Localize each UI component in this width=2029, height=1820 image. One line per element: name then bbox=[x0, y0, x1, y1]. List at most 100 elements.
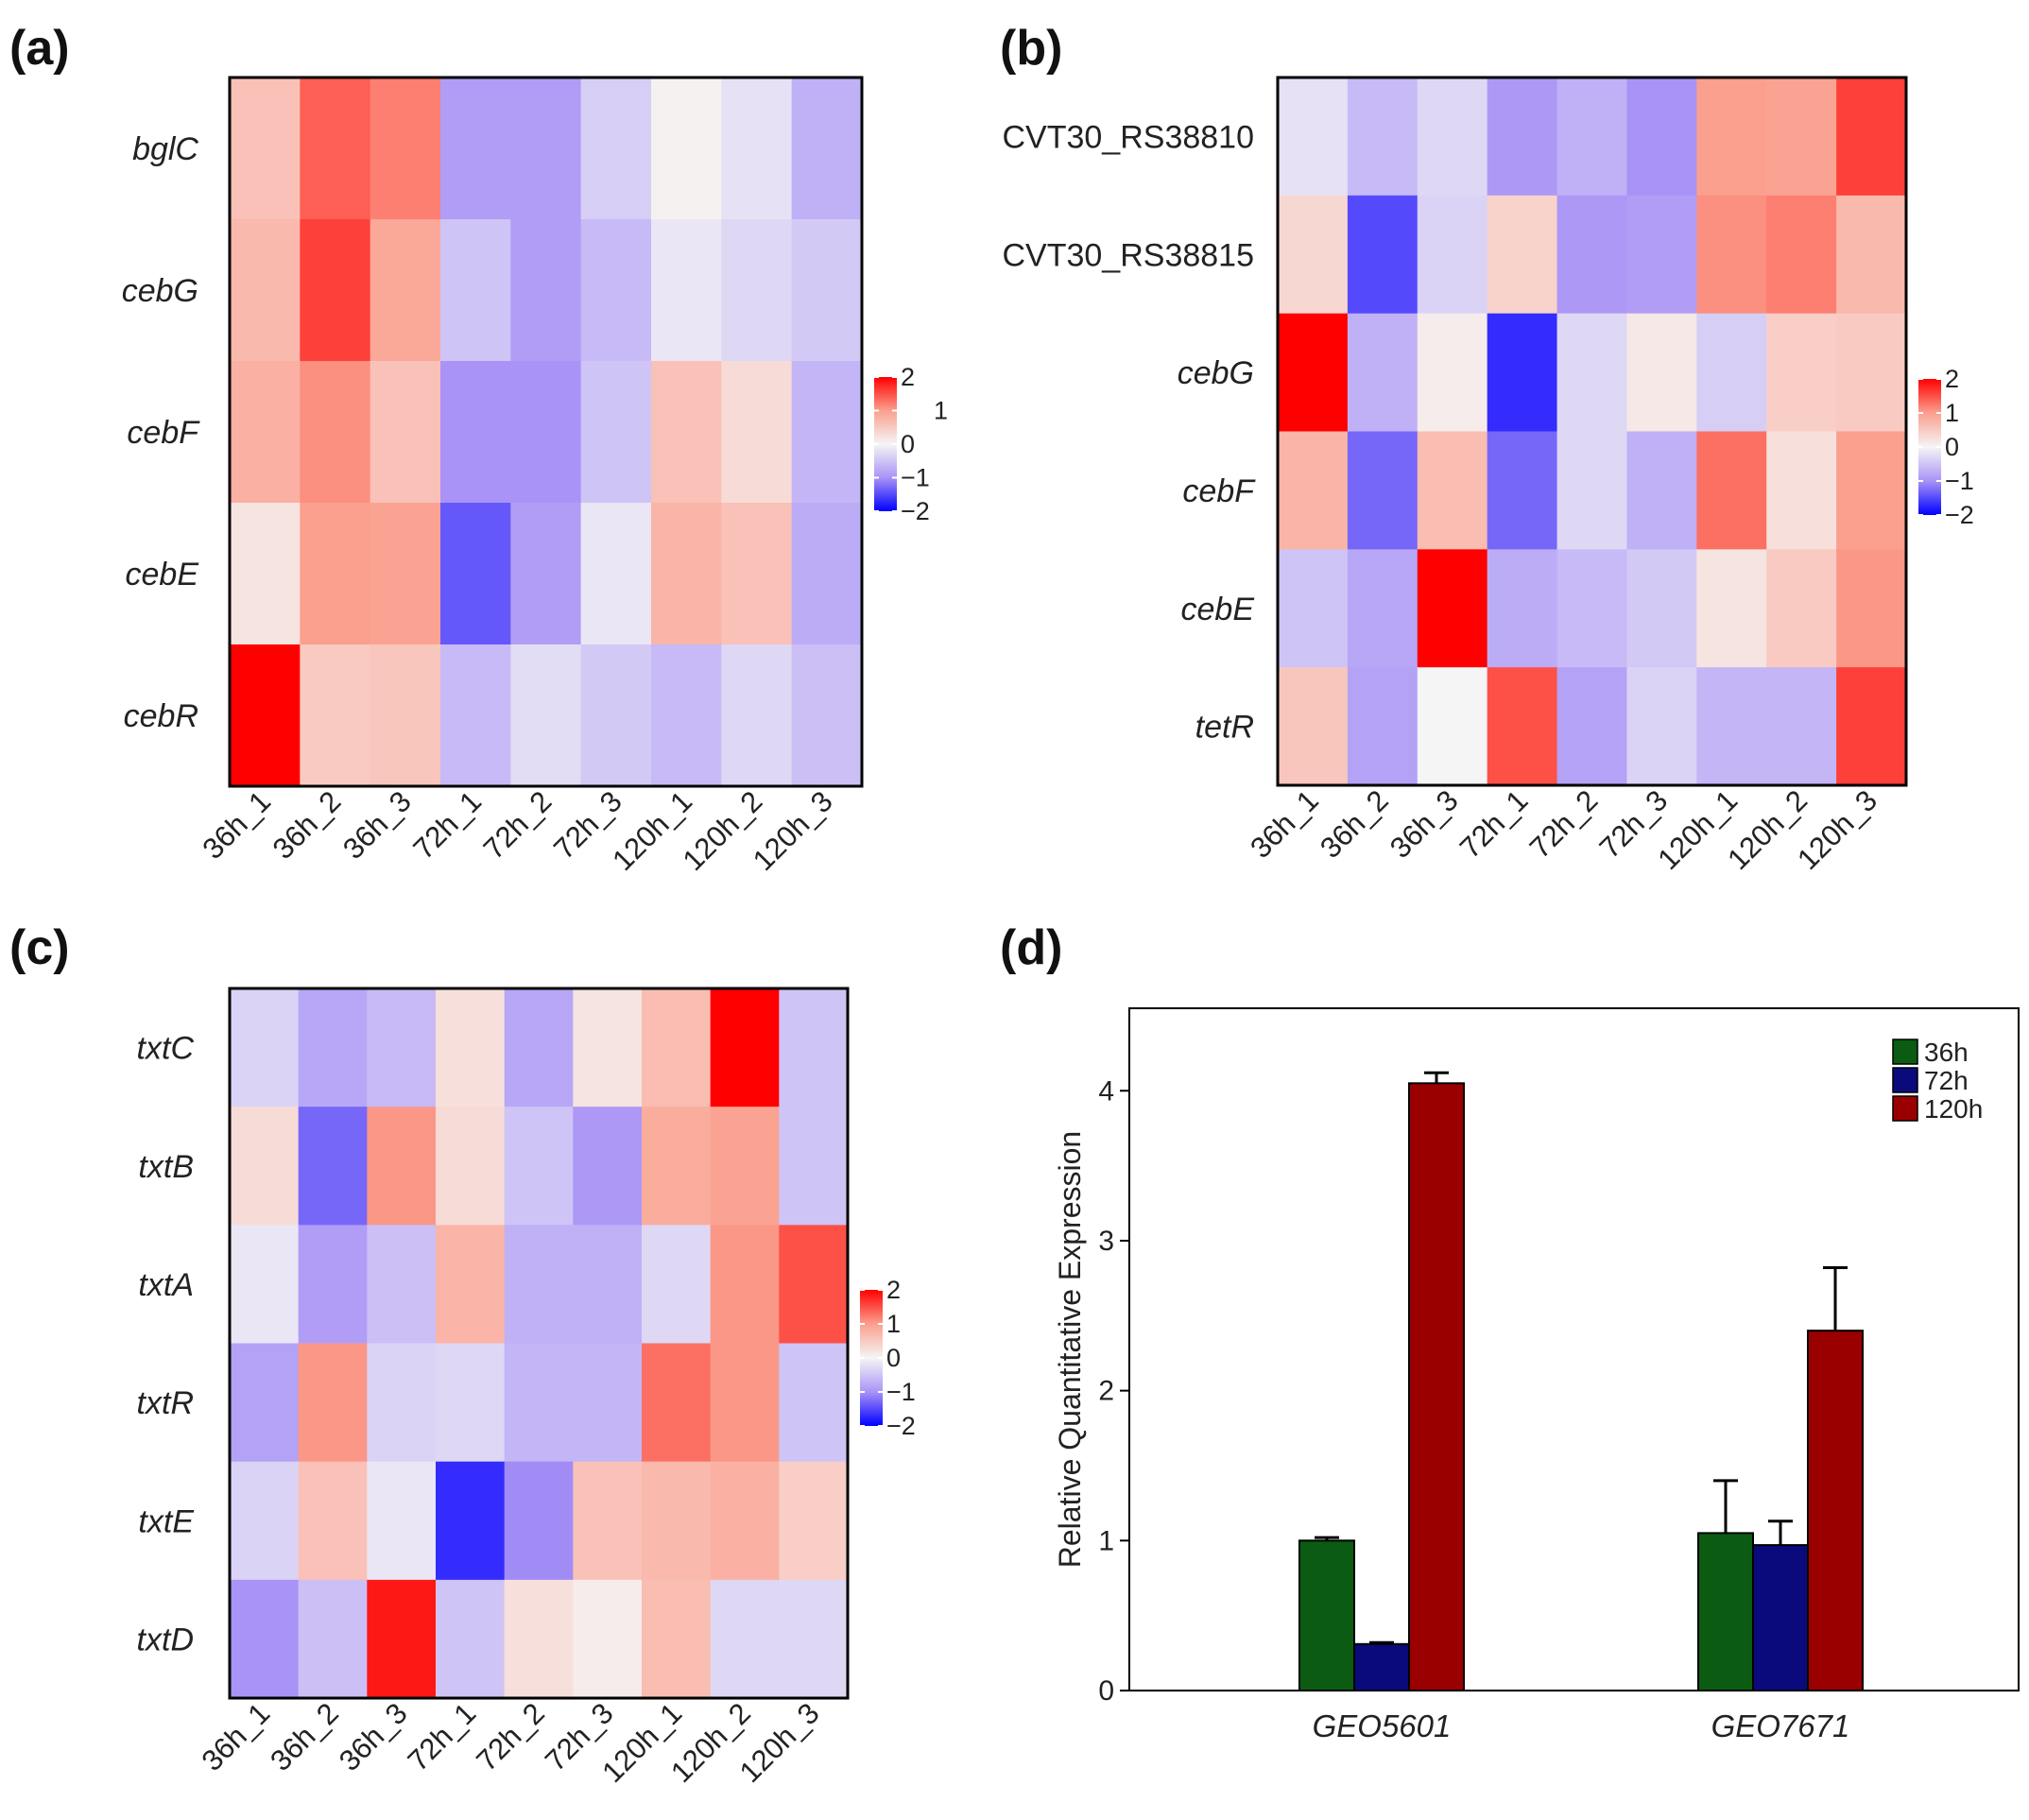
heatmap-cell bbox=[436, 1225, 506, 1345]
heatmap-cell bbox=[510, 219, 582, 362]
heatmap-cell bbox=[1556, 195, 1628, 315]
heatmap-cell bbox=[298, 1579, 368, 1699]
heatmap-cell bbox=[510, 361, 582, 504]
heatmap-cell bbox=[367, 1343, 437, 1463]
heatmap-cell bbox=[1278, 77, 1349, 197]
heatmap-cell bbox=[1626, 549, 1697, 668]
panel-d-label: (d) bbox=[1000, 920, 1062, 975]
heatmap-cell bbox=[710, 1225, 780, 1345]
heatmap-cell bbox=[440, 644, 511, 787]
column-label: 120h_3 bbox=[747, 784, 839, 877]
heatmap-cell bbox=[1626, 77, 1697, 197]
panel-b: (b) CVT30_RS38810 CVT30_RS38815 cebG cebF ce… bbox=[1000, 21, 1974, 876]
heatmap-cell bbox=[1347, 549, 1419, 668]
heatmap-cell bbox=[436, 1461, 506, 1581]
heatmap-cell bbox=[1696, 195, 1767, 315]
bar bbox=[1807, 1330, 1864, 1691]
heatmap-cell bbox=[779, 1107, 849, 1226]
color-scale-label: 2 bbox=[901, 363, 915, 391]
color-scale-label: 0 bbox=[1945, 433, 1959, 461]
column-label: 72h_2 bbox=[477, 784, 559, 866]
y-tick-label: 3 bbox=[1098, 1226, 1114, 1257]
heatmap-cell bbox=[1278, 431, 1349, 550]
column-label: 36h_3 bbox=[1384, 783, 1465, 865]
heatmap-cell bbox=[580, 503, 652, 645]
column-label: 36h_2 bbox=[1314, 783, 1395, 865]
row-label: txtA bbox=[138, 1267, 194, 1303]
row-label: txtE bbox=[138, 1503, 194, 1539]
column-label: 72h_2 bbox=[1523, 783, 1605, 865]
heatmap-cell bbox=[779, 1343, 849, 1463]
heatmap-cell bbox=[1556, 667, 1628, 786]
heatmap-cell bbox=[230, 1461, 300, 1581]
row-label: cebF bbox=[127, 415, 200, 451]
color-scale-label: −2 bbox=[1945, 501, 1974, 529]
color-scale-label: 0 bbox=[901, 430, 915, 458]
heatmap-cell bbox=[440, 361, 511, 504]
heatmap-cell bbox=[642, 1107, 712, 1226]
heatmap-cell bbox=[710, 1343, 780, 1463]
heatmap-cell bbox=[791, 77, 863, 220]
heatmap-cell bbox=[721, 77, 793, 220]
heatmap-cell bbox=[1347, 313, 1419, 433]
heatmap-cell bbox=[1417, 195, 1488, 315]
row-label: CVT30_RS38815 bbox=[1002, 237, 1254, 273]
heatmap-cell bbox=[1696, 77, 1767, 197]
color-scale-label: −1 bbox=[1945, 467, 1974, 495]
column-label: 36h_1 bbox=[196, 1696, 277, 1777]
heatmap-cell bbox=[1836, 667, 1907, 786]
panel-a: (a) bglCcebGcebFcebEcebR36h_136h_236h_37… bbox=[9, 21, 948, 877]
color-scale-label: −1 bbox=[886, 1378, 916, 1406]
heatmap-cell bbox=[1278, 549, 1349, 668]
heatmap-cell bbox=[298, 1225, 368, 1345]
heatmap-cell bbox=[1487, 431, 1558, 550]
heatmap-cell bbox=[300, 77, 371, 220]
heatmap-a: bglC cebG cebF cebE cebR 36h_136h_236h_372h_1… bbox=[122, 76, 948, 877]
legend-label: 72h bbox=[1924, 1066, 1969, 1095]
heatmap-cell bbox=[580, 644, 652, 787]
bar bbox=[1408, 1082, 1465, 1692]
heatmap-cell bbox=[230, 77, 301, 220]
heatmap-border bbox=[228, 76, 864, 788]
heatmap-cell bbox=[300, 361, 371, 504]
heatmap-cell bbox=[642, 1579, 712, 1699]
heatmap-cell bbox=[580, 361, 652, 504]
heatmap-cell bbox=[436, 988, 506, 1107]
heatmap-cell bbox=[298, 1343, 368, 1463]
heatmap-cell bbox=[370, 219, 441, 362]
heatmap-cell bbox=[504, 1579, 574, 1699]
heatmap-cell bbox=[436, 1107, 506, 1226]
heatmap-cell bbox=[1278, 195, 1349, 315]
heatmap-cell bbox=[367, 1225, 437, 1345]
heatmap-cell bbox=[779, 1579, 849, 1699]
color-scale-label: 2 bbox=[886, 1276, 901, 1304]
heatmap-cell bbox=[504, 1107, 574, 1226]
column-label: 36h_3 bbox=[336, 784, 418, 866]
heatmap-cell bbox=[1347, 195, 1419, 315]
legend-swatch bbox=[1892, 1095, 1918, 1122]
heatmap-cell bbox=[651, 644, 722, 787]
heatmap-cell bbox=[573, 988, 643, 1107]
heatmap-cell bbox=[510, 644, 582, 787]
bar bbox=[1298, 1539, 1355, 1692]
heatmap-cell bbox=[440, 77, 511, 220]
heatmap-cell bbox=[230, 1225, 300, 1345]
heatmap-cell bbox=[436, 1579, 506, 1699]
heatmap-cell bbox=[1487, 313, 1558, 433]
color-scale-label: 1 bbox=[1945, 399, 1959, 427]
bar bbox=[1697, 1532, 1754, 1692]
column-label: 36h_1 bbox=[1244, 783, 1325, 865]
y-axis-title: Relative Quantitative Expression bbox=[1053, 1131, 1087, 1568]
heatmap-cell bbox=[230, 219, 301, 362]
heatmap-cell bbox=[1626, 667, 1697, 786]
row-label: cebR bbox=[124, 698, 198, 734]
heatmap-cell bbox=[1836, 431, 1907, 550]
heatmap-cell bbox=[1696, 667, 1767, 786]
heatmap-cell bbox=[1487, 77, 1558, 197]
legend-swatch bbox=[1892, 1039, 1918, 1065]
heatmap-cell bbox=[1836, 313, 1907, 433]
bar bbox=[1752, 1544, 1809, 1691]
heatmap-cell bbox=[1626, 313, 1697, 433]
heatmap-cell bbox=[1556, 431, 1628, 550]
